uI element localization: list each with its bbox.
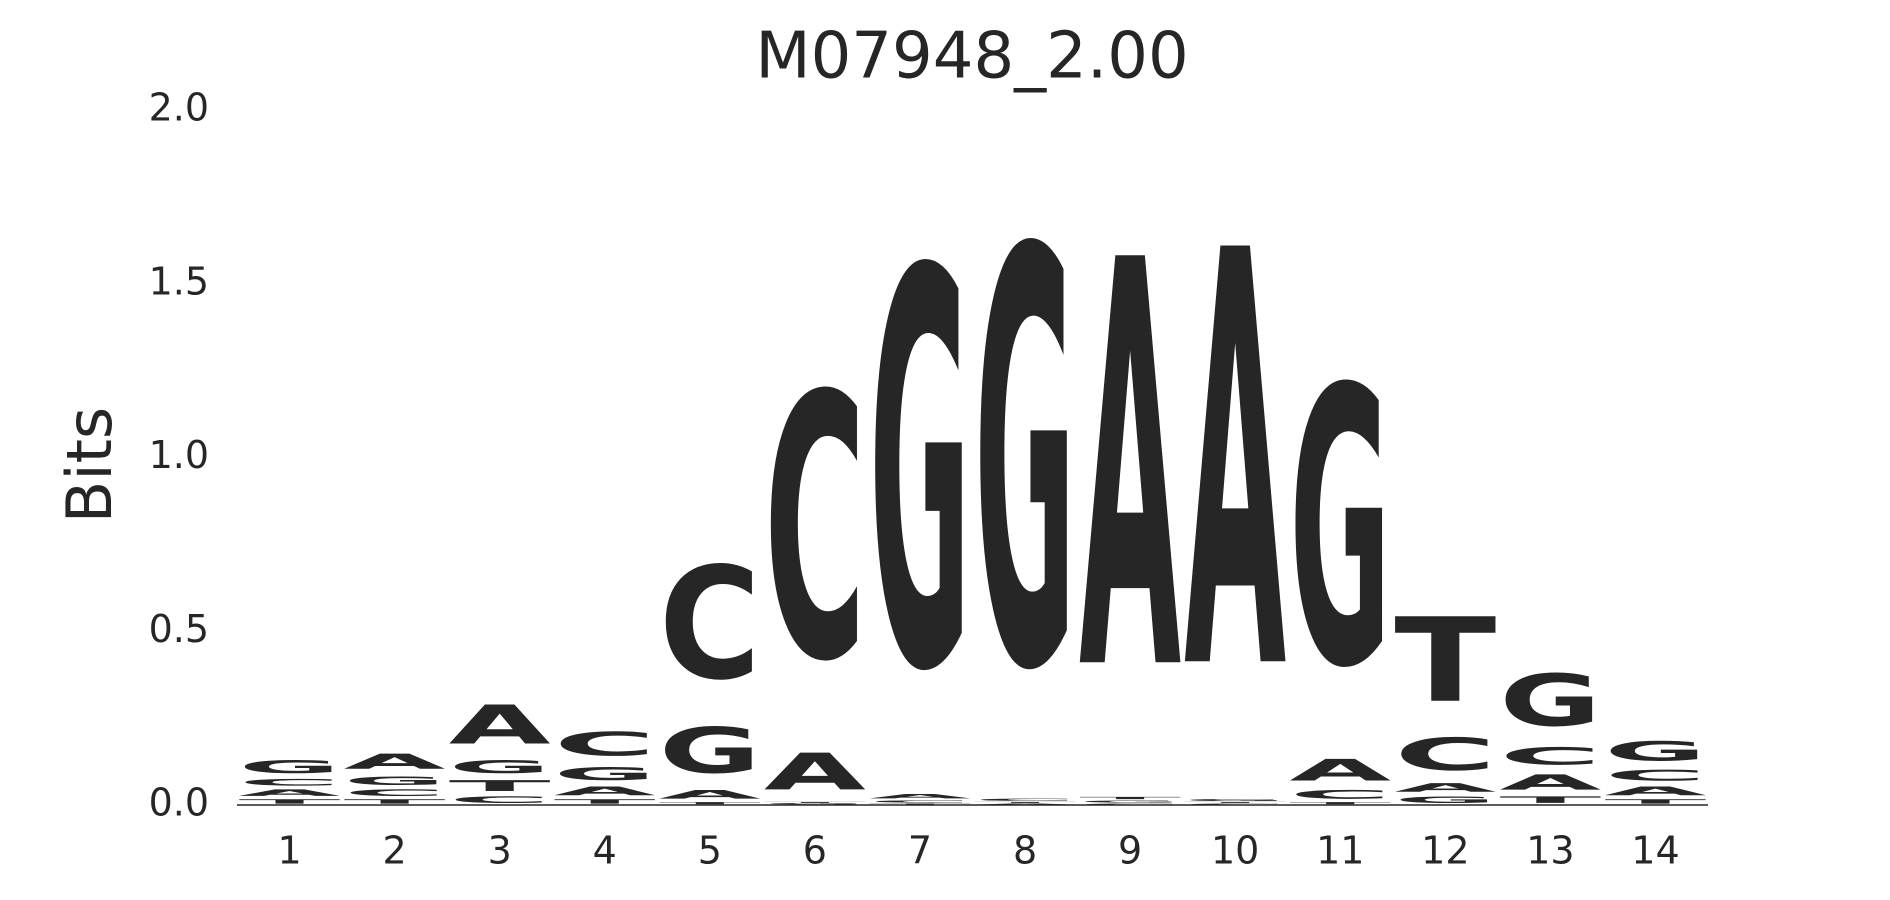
logo-letter: T (1184, 802, 1286, 804)
logo-letter: T (449, 777, 551, 794)
logo-letter: A (1289, 753, 1391, 788)
logo-letter: T (1079, 796, 1181, 799)
logo-letter: C (869, 800, 971, 803)
logo-letter: G (659, 716, 761, 788)
logo-letter: A (1079, 143, 1182, 794)
logo-letter: A (1499, 771, 1601, 795)
y-tick-label: 1.5 (149, 259, 209, 303)
logo-letter: T (1605, 798, 1707, 805)
logo-letter: T (764, 802, 866, 804)
logo-letter: A (974, 803, 1076, 805)
logo-letter: C (1605, 767, 1707, 784)
logo-letter: A (1394, 781, 1496, 795)
logo-letter: C (659, 535, 761, 715)
y-tick-label: 1.0 (149, 433, 209, 477)
logo-letter: T (1499, 795, 1601, 805)
logo-letter: T (344, 798, 446, 805)
x-tick-label: 12 (1421, 829, 1469, 873)
x-tick-label: 11 (1316, 829, 1364, 873)
x-tick-label: 9 (1118, 829, 1142, 873)
logo-letter: G (554, 763, 656, 784)
x-tick-label: 1 (277, 829, 301, 873)
logo-letter: A (554, 784, 656, 798)
logo-letter: T (1289, 802, 1391, 805)
logo-letter: A (869, 793, 971, 800)
logo-letter: A (449, 694, 551, 756)
logo-letter: G (1289, 309, 1391, 751)
x-tick-label: 3 (488, 829, 512, 873)
logo-letter: G (974, 133, 1076, 796)
logo-letter: G (1184, 798, 1286, 801)
y-tick-label: 0.0 (149, 781, 209, 825)
logo-letter: G (1605, 736, 1707, 767)
logo-letter: A (1605, 784, 1707, 798)
logo-letter: C (1079, 803, 1181, 805)
logo-letter: G (449, 756, 551, 777)
x-tick-label: 8 (1013, 829, 1037, 873)
logo-letter: C (1289, 788, 1391, 802)
logo-letter: G (764, 803, 866, 805)
logo-letter: G (239, 756, 341, 777)
logo-letter: T (1394, 593, 1496, 728)
logo-letter: C (344, 788, 446, 798)
logo-letter: A (659, 788, 761, 802)
logo-letter: T (239, 798, 341, 805)
logo-letter: C (764, 319, 866, 742)
logo-letter: T (974, 802, 1076, 804)
x-tick-label: 6 (803, 829, 827, 873)
logo-letter: C (974, 798, 1076, 801)
logo-letter: G (1079, 800, 1181, 803)
logo-letter: C (449, 795, 551, 805)
logo-letter: C (1184, 803, 1286, 805)
chart-title: M07948_2.00 (755, 20, 1188, 94)
y-axis-label: Bits (53, 407, 126, 523)
logo-letter: G (344, 774, 446, 788)
x-tick-label: 7 (908, 829, 932, 873)
x-tick-label: 14 (1631, 829, 1679, 873)
logo-letter: A (764, 742, 866, 801)
logo-letter: C (239, 777, 341, 787)
logo-letter: C (554, 725, 656, 763)
logo-letter: C (1499, 743, 1601, 770)
logo-letter: G (1499, 659, 1601, 742)
x-tick-label: 2 (383, 829, 407, 873)
logo-letter: C (1394, 729, 1496, 781)
x-tick-label: 10 (1211, 829, 1259, 873)
logo-letter: G (869, 158, 971, 791)
x-tick-label: 13 (1526, 829, 1574, 873)
x-tick-label: 4 (593, 829, 617, 873)
y-tick-label: 2.0 (149, 86, 209, 130)
x-tick-label: 5 (698, 829, 722, 873)
logo-letter: A (1184, 132, 1287, 796)
logo-letter: A (344, 750, 446, 774)
logo-letter: A (239, 788, 341, 798)
logo-letter: T (869, 803, 971, 805)
y-tick-label: 0.5 (149, 607, 209, 651)
logo-letter: T (659, 802, 761, 805)
logo-letter: G (1394, 795, 1496, 805)
logo-letter: T (554, 798, 656, 805)
